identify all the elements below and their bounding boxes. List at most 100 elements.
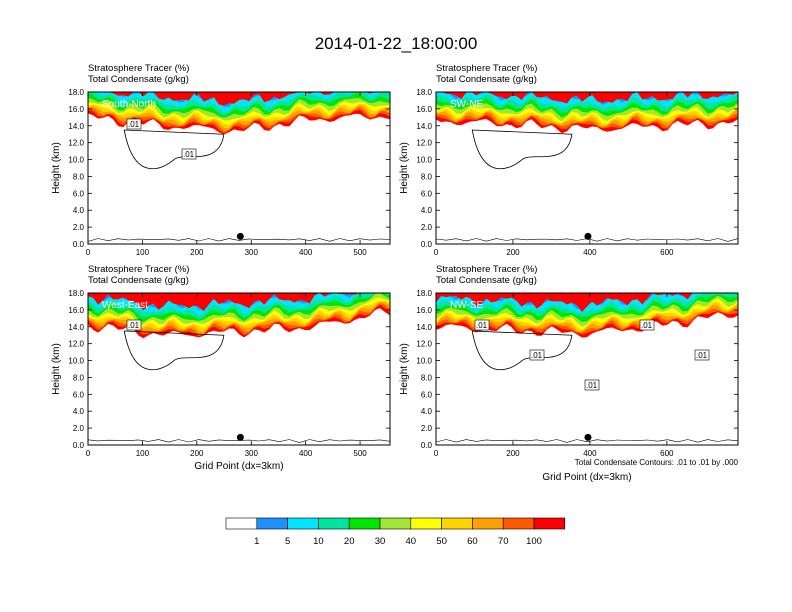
y-tick-label: 12.0 — [416, 139, 432, 148]
contour-label: .01 — [476, 321, 488, 330]
region-label: SW-NE — [450, 99, 483, 110]
y-tick-label: 16.0 — [68, 306, 84, 315]
x-tick-label: 500 — [353, 248, 367, 257]
panel-header-condensate: Total Condensate (g/kg) — [88, 74, 189, 85]
y-tick-label: 6.0 — [421, 390, 433, 399]
colorbar-swatch — [379, 517, 412, 530]
x-tick-label: 400 — [299, 248, 313, 257]
x-tick-label: 200 — [506, 449, 520, 458]
colorbar-swatch — [472, 517, 504, 530]
panel-header-condensate: Total Condensate (g/kg) — [436, 275, 537, 286]
panel-header-condensate: Total Condensate (g/kg) — [436, 74, 537, 85]
y-tick-label: 14.0 — [68, 323, 84, 332]
contour-label: .01 — [641, 321, 653, 330]
y-tick-label: 4.0 — [73, 206, 85, 215]
plot-area — [436, 92, 738, 244]
y-tick-label: 8.0 — [421, 373, 433, 382]
plot-area — [88, 92, 390, 244]
colorbar-label: 40 — [406, 536, 417, 547]
y-tick-label: 18.0 — [416, 289, 432, 298]
panel-header-condensate: Total Condensate (g/kg) — [88, 275, 189, 286]
colorbar-label: 5 — [285, 536, 290, 547]
y-tick-label: 14.0 — [416, 122, 432, 131]
region-label: West-East — [102, 300, 148, 311]
colorbar-swatch — [533, 517, 566, 530]
contour-label-box — [639, 319, 655, 331]
colorbar: 1 5 10 20 30 40 50 60 70 100 — [225, 517, 566, 547]
region-label: South-North — [102, 99, 156, 110]
colorbar-label: 50 — [436, 536, 447, 547]
tracer-band-top — [436, 293, 738, 312]
x-tick-label: 500 — [353, 449, 367, 458]
contour-label-box — [584, 379, 600, 391]
colorbar-label: 60 — [467, 536, 478, 547]
panel-nw-se: Stratosphere Tracer (%)Total Condensate … — [399, 264, 739, 483]
contour-label: .01 — [586, 381, 598, 390]
y-tick-label: 2.0 — [421, 424, 433, 433]
y-tick-label: 16.0 — [68, 105, 84, 114]
y-axis-label: Height (km) — [399, 142, 410, 194]
location-marker — [236, 232, 244, 240]
y-tick-label: 14.0 — [68, 122, 84, 131]
y-tick-label: 6.0 — [73, 390, 85, 399]
y-tick-label: 10.0 — [68, 357, 84, 366]
colorbar-swatch — [502, 517, 535, 530]
plot-frame — [435, 91, 739, 245]
y-tick-label: 4.0 — [421, 206, 433, 215]
contour-label: .01 — [128, 120, 140, 129]
location-marker — [584, 433, 592, 441]
contour-label-box — [126, 118, 142, 130]
x-tick-label: 200 — [506, 248, 520, 257]
figure-title: 2014-01-22_18:00:00 — [315, 34, 478, 53]
contour-note: Total Condensate Contours: .01 to .01 by… — [575, 458, 739, 467]
colorbar-swatch — [287, 517, 319, 530]
y-tick-label: 4.0 — [421, 407, 433, 416]
surface-contour — [88, 238, 390, 243]
colorbar-swatch — [318, 517, 350, 530]
y-tick-label: 18.0 — [416, 88, 432, 97]
tracer-band-top — [436, 92, 738, 104]
y-tick-label: 0.0 — [421, 441, 433, 450]
plot-frame — [87, 292, 391, 446]
x-tick-label: 100 — [136, 449, 150, 458]
colorbar-label: 70 — [498, 536, 509, 547]
contour-label-box — [529, 349, 545, 361]
x-tick-label: 200 — [190, 449, 204, 458]
y-tick-label: 8.0 — [73, 172, 85, 181]
panel-south-north: Stratosphere Tracer (%)Total Condensate … — [51, 63, 391, 257]
contour-label-box — [126, 319, 142, 331]
contour-label: .01 — [128, 321, 140, 330]
y-tick-label: 12.0 — [68, 139, 84, 148]
y-tick-label: 6.0 — [73, 189, 85, 198]
y-tick-label: 0.0 — [421, 240, 433, 249]
panel-sw-ne: Stratosphere Tracer (%)Total Condensate … — [399, 63, 739, 257]
x-tick-label: 300 — [245, 449, 259, 458]
contour-label: .01 — [531, 351, 543, 360]
contour-label-box — [181, 148, 197, 160]
y-tick-label: 10.0 — [416, 357, 432, 366]
y-axis-label: Height (km) — [399, 343, 410, 395]
tracer-band-top — [88, 92, 390, 106]
condensate-contour — [123, 129, 225, 170]
surface-contour — [88, 439, 390, 444]
y-axis-label: Height (km) — [51, 343, 62, 395]
x-tick-label: 400 — [583, 449, 597, 458]
y-tick-label: 2.0 — [73, 223, 85, 232]
colorbar-label: 20 — [344, 536, 355, 547]
tracer-band-top — [88, 293, 390, 312]
panel-header-tracer: Stratosphere Tracer (%) — [436, 63, 537, 74]
y-tick-label: 4.0 — [73, 407, 85, 416]
location-marker — [584, 232, 592, 240]
y-tick-label: 8.0 — [421, 172, 433, 181]
y-tick-label: 14.0 — [416, 323, 432, 332]
panel-header-tracer: Stratosphere Tracer (%) — [88, 264, 189, 275]
y-tick-label: 2.0 — [73, 424, 85, 433]
x-tick-label: 0 — [434, 449, 439, 458]
x-tick-label: 600 — [660, 248, 674, 257]
condensate-contour — [471, 129, 573, 170]
y-tick-label: 2.0 — [421, 223, 433, 232]
plot-area — [436, 293, 738, 445]
contour-label-box — [694, 349, 710, 361]
y-tick-label: 0.0 — [73, 240, 85, 249]
